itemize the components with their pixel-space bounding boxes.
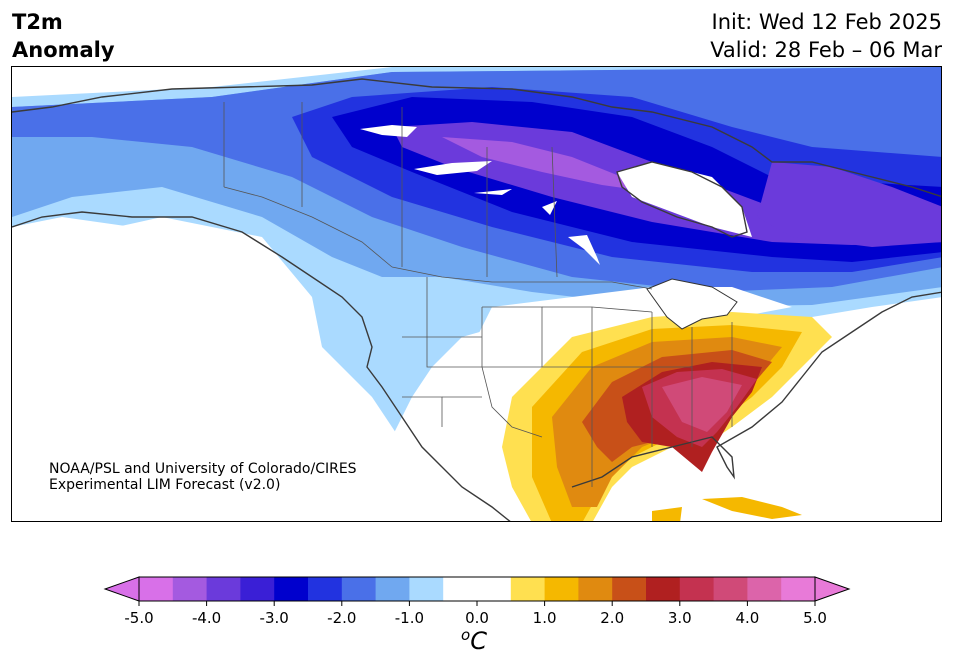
political-borders [223,102,733,487]
reindeer-lake [542,201,557,215]
colorbar-tick-label: 2.0 [600,609,624,627]
colorbar-cell [781,577,816,601]
colorbar-cell [308,577,343,601]
credit-line-2: Experimental LIM Forecast (v2.0) [49,477,281,493]
credit-text: NOAA/PSL and University of Colorado/CIRE… [49,461,357,493]
colorbar-tick-label: 0.0 [465,609,489,627]
unit-degree: o [461,626,471,644]
forecast-dates: Init: Wed 12 Feb 2025 Valid: 28 Feb – 06… [710,8,942,64]
colorbar-cell [510,577,546,601]
colorbar-tick-label: -4.0 [192,609,221,627]
colorbar-cell [679,577,715,601]
colorbar-tick-label: 1.0 [533,609,557,627]
map-canvas [12,67,941,521]
anomaly-map: NOAA/PSL and University of Colorado/CIRE… [11,66,942,522]
colorbar-cell [139,577,174,601]
colorbar-cell [443,577,478,601]
lake-winnipeg [568,235,600,265]
colorbar-cell [206,577,241,601]
colorbar-extend-high [814,576,851,602]
colorbar-tick-label: -1.0 [395,609,424,627]
colorbar-cells [103,576,851,602]
colorbar-cell [578,577,613,601]
colorbar-cell [544,577,579,601]
colorbar-tick-label: -3.0 [260,609,289,627]
map-title: T2m Anomaly [12,8,115,64]
colorbar-tick-label: -5.0 [124,609,153,627]
init-date: Init: Wed 12 Feb 2025 [711,10,942,34]
colorbar-cell [612,577,647,601]
hudson-bay [617,162,752,237]
pacific-ocean [12,217,451,521]
title-line-2: Anomaly [12,38,115,62]
colorbar-tick-label: 3.0 [668,609,692,627]
lake-athabasca [474,189,512,195]
colorbar-cell [477,577,512,601]
colorbar-tick-label: -2.0 [327,609,356,627]
colorbar-ticks: -5.0 -4.0 -3.0 -2.0 -1.0 0.0 1.0 2.0 3.0 4.0 5.0 [124,601,827,627]
colorbar-cell [713,577,748,601]
colorbar-cell [375,577,410,601]
colorbar-tick-label: 4.0 [735,609,759,627]
colorbar-unit: oC [461,626,487,655]
colorbar-cell [172,577,208,601]
region-east-purple [757,162,941,247]
yucatan [652,507,682,521]
great-lakes [646,278,738,330]
neutral-central [442,287,792,497]
great-slave-lake [414,161,492,175]
colorbar-cell [747,577,782,601]
colorbar-cell [341,577,377,601]
unit-letter: C [470,627,487,655]
credit-line-1: NOAA/PSL and University of Colorado/CIRE… [49,461,357,477]
colorbar-cell [240,577,275,601]
cuba [702,497,802,519]
colorbar-cell [409,577,444,601]
valid-date: Valid: 28 Feb – 06 Mar [710,38,942,62]
great-bear-lake [360,125,417,137]
colorbar-extend-low [103,576,140,602]
colorbar-cell [646,577,681,601]
gulf-atlantic [572,307,941,521]
colorbar-cell [274,577,309,601]
colorbar-tick-label: 5.0 [803,609,827,627]
region-pink [662,377,742,432]
region-strong-cold [442,137,652,192]
coastlines [12,78,941,521]
title-line-1: T2m [12,10,63,34]
